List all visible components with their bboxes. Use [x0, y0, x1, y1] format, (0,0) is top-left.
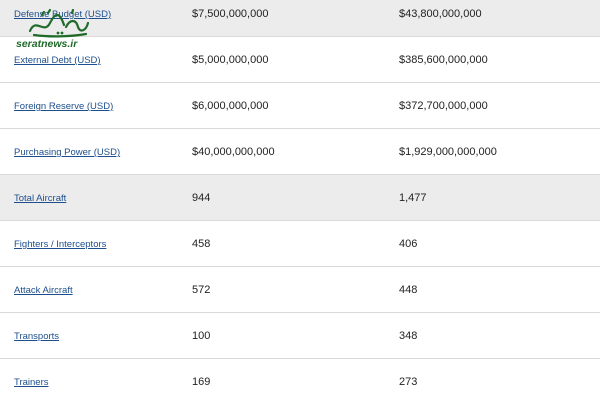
table-row: Transports 100 348	[0, 313, 600, 359]
row-label-link[interactable]: Attack Aircraft	[14, 285, 73, 296]
row-label-link[interactable]: Total Aircraft	[14, 193, 67, 204]
row-label-link[interactable]: Defense Budget (USD)	[14, 9, 112, 20]
row-value-2: 273	[399, 376, 418, 388]
table-row: Purchasing Power (USD) $40,000,000,000 $…	[0, 129, 600, 175]
table-row: Defense Budget (USD) $7,500,000,000 $43,…	[0, 0, 600, 37]
row-value-1: $40,000,000,000	[192, 146, 275, 158]
row-value-2: $43,800,000,000	[399, 8, 482, 20]
row-label-link[interactable]: Trainers	[14, 377, 49, 388]
row-value-1: $5,000,000,000	[192, 54, 269, 66]
row-value-1: 458	[192, 238, 211, 250]
row-value-1: $6,000,000,000	[192, 100, 269, 112]
row-value-1: 572	[192, 284, 211, 296]
row-label-link[interactable]: External Debt (USD)	[14, 55, 101, 66]
row-value-2: 406	[399, 238, 418, 250]
table-row: Fighters / Interceptors 458 406	[0, 221, 600, 267]
table-row: External Debt (USD) $5,000,000,000 $385,…	[0, 37, 600, 83]
table-row: Trainers 169 273	[0, 359, 600, 400]
table-row: Total Aircraft 944 1,477	[0, 175, 600, 221]
row-value-2: 448	[399, 284, 418, 296]
row-value-2: $385,600,000,000	[399, 54, 488, 66]
row-label-link[interactable]: Purchasing Power (USD)	[14, 147, 121, 158]
row-label-link[interactable]: Fighters / Interceptors	[14, 239, 107, 250]
row-value-2: 1,477	[399, 192, 427, 204]
row-value-2: $1,929,000,000,000	[399, 146, 497, 158]
row-value-2: $372,700,000,000	[399, 100, 488, 112]
row-value-2: 348	[399, 330, 418, 342]
table-row: Foreign Reserve (USD) $6,000,000,000 $37…	[0, 83, 600, 129]
row-label-link[interactable]: Foreign Reserve (USD)	[14, 101, 114, 112]
table-row: Attack Aircraft 572 448	[0, 267, 600, 313]
row-value-1: 100	[192, 330, 211, 342]
row-value-1: 944	[192, 192, 211, 204]
row-value-1: $7,500,000,000	[192, 8, 269, 20]
row-label-link[interactable]: Transports	[14, 331, 60, 342]
row-value-1: 169	[192, 376, 211, 388]
